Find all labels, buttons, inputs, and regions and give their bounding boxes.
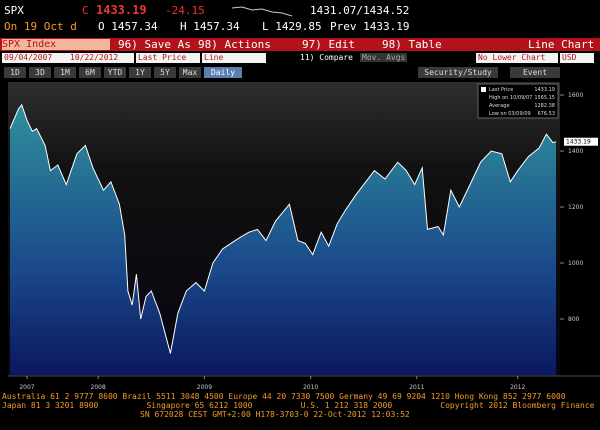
security-study[interactable]: Security/Study bbox=[418, 67, 498, 78]
legend-value: 1565.15 bbox=[534, 95, 555, 101]
legend-swatch bbox=[481, 87, 486, 92]
event[interactable]: Event bbox=[510, 67, 560, 78]
y-tick-label: 1400 bbox=[568, 148, 583, 155]
legend-label: Last Price bbox=[489, 87, 513, 93]
range-button[interactable]: 1D bbox=[4, 67, 26, 78]
range-button[interactable]: 1Y bbox=[129, 67, 151, 78]
quote-date: On 19 Oct d bbox=[4, 20, 77, 33]
legend-box bbox=[477, 83, 559, 119]
price-line bbox=[9, 103, 557, 354]
chart: 800 1000 1200 1400 1600 2007 2008 2009 2010 2011 2… bbox=[8, 82, 600, 391]
change: -24.15 bbox=[165, 4, 205, 17]
x-tick-label: 2010 bbox=[303, 384, 318, 391]
ticker: SPX bbox=[4, 4, 24, 17]
last-price: 1433.19 bbox=[96, 3, 147, 17]
y-tick-label: 1600 bbox=[568, 92, 583, 99]
footer-line: SN 672028 CEST GMT+2:00 H178-3703-0 22-O… bbox=[140, 410, 410, 419]
period-select[interactable]: Daily bbox=[204, 67, 242, 78]
range-button[interactable]: 5Y bbox=[154, 67, 176, 78]
footer-line: Australia 61 2 9777 8600 Brazil 5511 304… bbox=[2, 392, 566, 401]
low: L 1429.85 bbox=[262, 20, 322, 33]
bid-ask: 1431.07/1434.52 bbox=[310, 4, 410, 17]
legend-label: High on 10/09/07 bbox=[489, 95, 532, 101]
close-flag: C bbox=[82, 4, 89, 17]
prev: Prev 1433.19 bbox=[330, 20, 410, 33]
last-marker-box bbox=[564, 137, 598, 146]
legend-label: Average bbox=[489, 103, 510, 109]
menu-item[interactable]: 98) Actions bbox=[198, 38, 271, 51]
x-tick-label: 2011 bbox=[409, 384, 424, 391]
field-select[interactable]: Last Price bbox=[136, 53, 200, 63]
open: O 1457.34 bbox=[98, 20, 158, 33]
y-tick-label: 800 bbox=[568, 316, 580, 323]
view-name: Line Chart bbox=[528, 38, 595, 51]
range-button[interactable]: 1M bbox=[54, 67, 76, 78]
range-button[interactable]: 6M bbox=[79, 67, 101, 78]
x-tick-label: 2007 bbox=[19, 384, 34, 391]
x-tick-label: 2008 bbox=[91, 384, 106, 391]
sparkline bbox=[232, 6, 292, 17]
x-tick-label: 2009 bbox=[197, 384, 212, 391]
end-date[interactable]: 10/22/2012 bbox=[68, 53, 134, 63]
range-button[interactable]: YTD bbox=[104, 67, 126, 78]
security-field[interactable]: SPX Index bbox=[2, 39, 110, 50]
price-area bbox=[10, 104, 556, 376]
compare[interactable]: 11) Compare bbox=[300, 53, 353, 62]
legend-label: Low on 03/09/09 bbox=[489, 111, 531, 117]
menu-item[interactable]: 96) Save As bbox=[118, 38, 191, 51]
mov-avgs[interactable]: Mov. Avgs bbox=[360, 53, 408, 62]
y-tick-label: 1000 bbox=[568, 260, 583, 267]
currency[interactable]: USD bbox=[560, 53, 594, 63]
last-marker: 1433.19 bbox=[566, 139, 591, 146]
x-tick-label: 2012 bbox=[510, 384, 525, 391]
lower-chart[interactable]: No Lower Chart bbox=[476, 53, 558, 63]
menu-item[interactable]: 98) Table bbox=[382, 38, 442, 51]
legend-value: 1282.38 bbox=[534, 103, 555, 109]
legend-value: 676.53 bbox=[538, 111, 556, 117]
footer-line: Japan 81 3 3201 8900 Singapore 65 6212 1… bbox=[2, 401, 600, 410]
range-button[interactable]: Max bbox=[179, 67, 201, 78]
range-button[interactable]: 3D bbox=[29, 67, 51, 78]
style-select[interactable]: Line bbox=[202, 53, 266, 63]
start-date[interactable]: 09/04/2007 bbox=[2, 53, 68, 63]
y-tick-label: 1200 bbox=[568, 204, 583, 211]
high: H 1457.34 bbox=[180, 20, 240, 33]
legend-value: 1433.19 bbox=[534, 87, 555, 93]
menu-item[interactable]: 97) Edit bbox=[302, 38, 355, 51]
